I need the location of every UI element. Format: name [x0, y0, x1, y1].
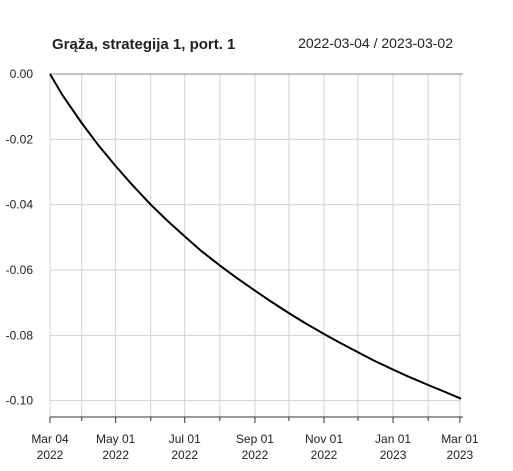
x-tick-label-year: 2023: [380, 448, 407, 462]
y-tick-label: -0.10: [6, 394, 34, 408]
x-tick-label: Jan 01: [375, 432, 411, 446]
date-range-label: 2022-03-04 / 2023-03-02: [298, 35, 453, 51]
x-tick-label-year: 2022: [171, 448, 198, 462]
grid: [49, 73, 461, 417]
series-line: [49, 73, 462, 400]
chart-title: Grąža, strategija 1, port. 1: [52, 36, 235, 53]
x-tick-label: Nov 01: [305, 432, 343, 446]
y-tick-label: -0.06: [6, 263, 34, 277]
x-tick-label-year: 2023: [447, 448, 474, 462]
y-tick-label: -0.08: [6, 328, 34, 342]
x-tick-label: Jul 01: [169, 432, 201, 446]
x-tick-label-year: 2022: [311, 448, 338, 462]
x-tick-label: May 01: [96, 432, 136, 446]
x-tick-label-year: 2022: [37, 448, 64, 462]
x-tick-label-year: 2022: [242, 448, 269, 462]
x-tick-label: Mar 04: [31, 432, 69, 446]
y-tick-label: -0.04: [6, 198, 34, 212]
x-tick-label-year: 2022: [102, 448, 129, 462]
y-tick-label: -0.02: [6, 132, 34, 146]
series-layer: [49, 73, 462, 400]
x-tick-label: Sep 01: [236, 432, 274, 446]
tick-labels: 0.00 -0.02 -0.04 -0.06 -0.08 -0.10 Mar 04 2022 M…: [6, 67, 479, 462]
y-tick-label: 0.00: [10, 67, 34, 81]
axes: [49, 73, 463, 423]
x-tick-label: Mar 01: [441, 432, 479, 446]
